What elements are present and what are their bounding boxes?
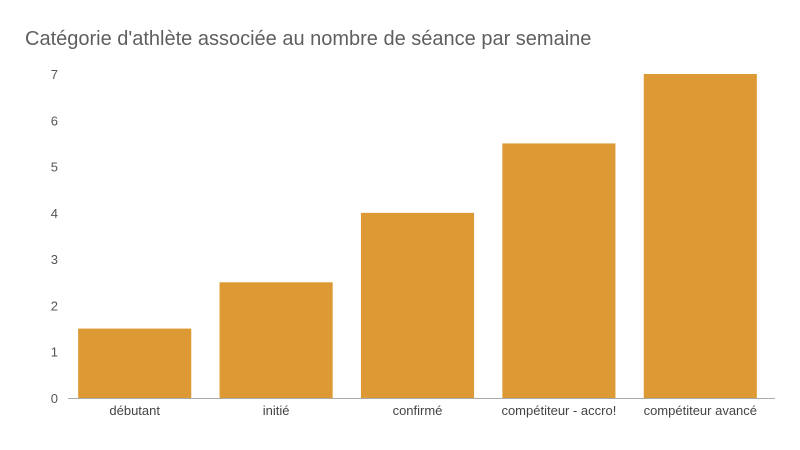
y-tick-label: 3	[51, 252, 58, 267]
x-tick-label: compétiteur avancé	[644, 403, 757, 418]
y-axis-ticks: 0 1 2 3 4 5 6 7	[51, 67, 58, 406]
x-tick-label: initié	[263, 403, 290, 418]
y-tick-label: 7	[51, 67, 58, 82]
chart-title: Catégorie d'athlète associée au nombre d…	[25, 28, 592, 50]
bar	[643, 74, 757, 398]
x-axis-labels: débutant initié confirmé compétiteur - accr…	[109, 403, 757, 418]
bar	[360, 212, 475, 398]
y-tick-label: 5	[51, 160, 58, 175]
bar	[219, 282, 333, 398]
bar	[78, 328, 192, 398]
y-tick-label: 4	[51, 206, 58, 221]
y-tick-label: 0	[51, 391, 58, 406]
y-tick-label: 6	[51, 113, 58, 128]
x-tick-label: compétiteur - accro!	[501, 403, 616, 418]
y-tick-label: 1	[51, 345, 58, 360]
x-tick-label: débutant	[109, 403, 160, 418]
bar	[502, 143, 616, 398]
x-tick-label: confirmé	[393, 403, 443, 418]
bars	[78, 74, 757, 398]
y-tick-label: 2	[51, 298, 58, 313]
